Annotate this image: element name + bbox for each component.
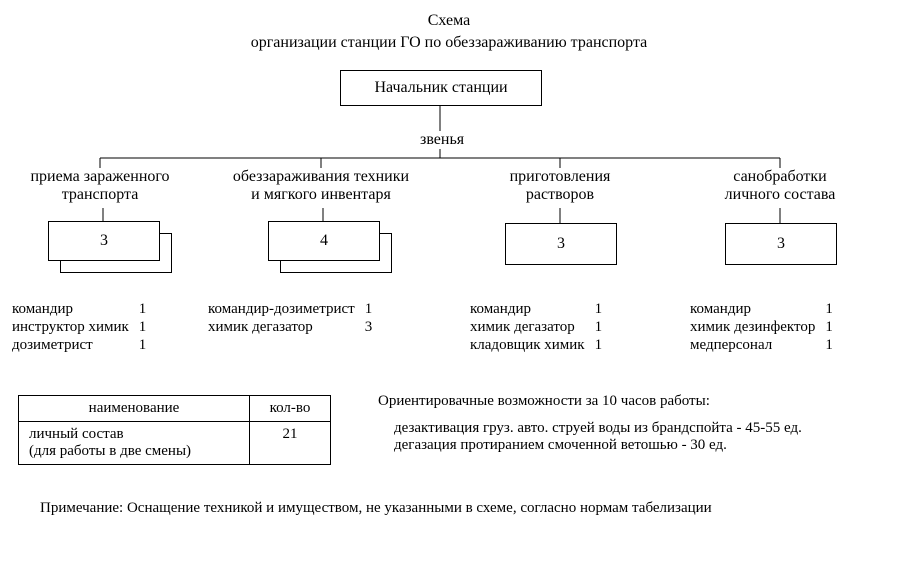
roles-block: командир-дозиметрист1химик дегазатор3: [208, 300, 378, 336]
role-count: 1: [135, 300, 153, 318]
summary-row-count: 21: [250, 422, 331, 465]
capabilities-line: дезактивация груз. авто. струей воды из …: [394, 420, 802, 437]
role-count: 1: [361, 300, 379, 318]
branch-value: 3: [557, 235, 565, 253]
branch-value: 3: [777, 235, 785, 253]
branch-label: санобработки личного состава: [695, 168, 865, 205]
role-name: медперсонал: [690, 336, 821, 354]
branch-label: приготовления растворов: [480, 168, 640, 205]
summary-table: наименование кол-во личный состав (для р…: [18, 395, 331, 465]
root-node-label: Начальник станции: [374, 79, 507, 97]
role-count: 1: [135, 336, 153, 354]
branch-box: 3: [725, 223, 837, 265]
summary-row-name: личный состав (для работы в две смены): [19, 422, 250, 465]
branch-value: 3: [100, 232, 108, 250]
branch-label: обеззараживания техники и мягкого инвент…: [206, 168, 436, 205]
role-count: 1: [591, 318, 609, 336]
role-count: 1: [135, 318, 153, 336]
roles-block: командир1химик дезинфектор1медперсонал1: [690, 300, 839, 354]
branch-box: 3: [48, 221, 160, 261]
role-name: командир: [12, 300, 135, 318]
role-count: 1: [821, 300, 839, 318]
capabilities-line: дегазация протиранием смоченной ветошью …: [394, 437, 802, 454]
role-count: 1: [821, 318, 839, 336]
role-count: 1: [591, 336, 609, 354]
role-count: 1: [591, 300, 609, 318]
role-name: кладовщик химик: [470, 336, 591, 354]
role-count: 1: [821, 336, 839, 354]
capabilities-block: Ориентировачные возможности за 10 часов …: [378, 393, 802, 454]
roles-block: командир1химик дегазатор1кладовщик химик…: [470, 300, 608, 354]
role-count: 3: [361, 318, 379, 336]
title-line-2: организации станции ГО по обеззараживани…: [0, 34, 898, 52]
role-name: дозиметрист: [12, 336, 135, 354]
role-name: химик дезинфектор: [690, 318, 821, 336]
branch-label: приема зараженного транспорта: [10, 168, 190, 205]
capabilities-title: Ориентировачные возможности за 10 часов …: [378, 393, 802, 410]
root-node: Начальник станции: [340, 70, 542, 106]
branch-box: 3: [505, 223, 617, 265]
branch-box: 4: [268, 221, 380, 261]
summary-header-count: кол-во: [250, 396, 331, 422]
roles-block: командир1инструктор химик1дозиметрист1: [12, 300, 152, 354]
branch-value: 4: [320, 232, 328, 250]
summary-header-name: наименование: [19, 396, 250, 422]
role-name: командир-дозиметрист: [208, 300, 361, 318]
role-name: командир: [690, 300, 821, 318]
role-name: командир: [470, 300, 591, 318]
title-line-1: Схема: [0, 12, 898, 30]
role-name: инструктор химик: [12, 318, 135, 336]
footnote: Примечание: Оснащение техникой и имущест…: [40, 500, 712, 517]
role-name: химик дегазатор: [470, 318, 591, 336]
mid-label: звенья: [420, 131, 464, 149]
capabilities-lines: дезактивация груз. авто. струей воды из …: [394, 420, 802, 454]
role-name: химик дегазатор: [208, 318, 361, 336]
